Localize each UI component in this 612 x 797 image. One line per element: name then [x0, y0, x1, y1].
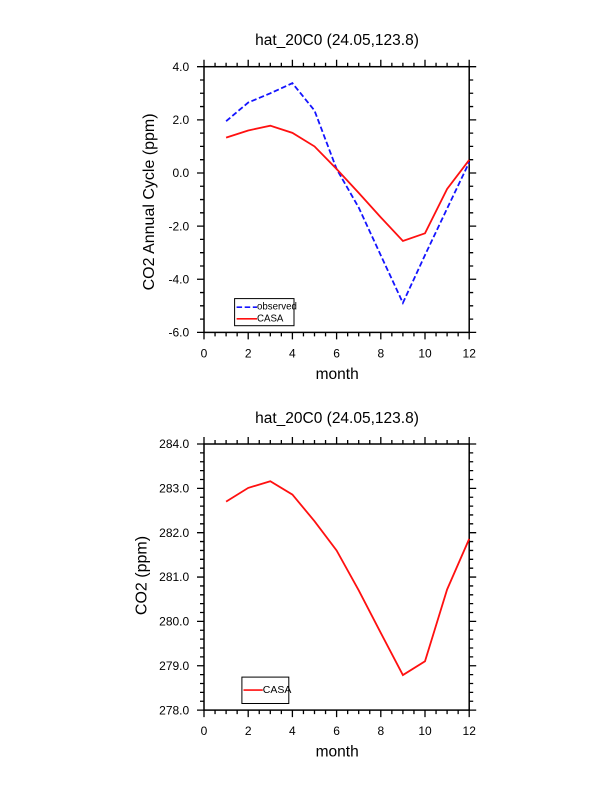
- svg-text:2: 2: [245, 347, 252, 361]
- svg-text:8: 8: [377, 724, 384, 738]
- svg-text:hat_20C0 (24.05,123.8): hat_20C0 (24.05,123.8): [255, 410, 419, 427]
- svg-text:278.0: 278.0: [159, 703, 189, 717]
- svg-text:4: 4: [289, 724, 296, 738]
- svg-text:6: 6: [333, 724, 340, 738]
- svg-text:12: 12: [463, 724, 477, 738]
- svg-text:281.0: 281.0: [159, 570, 189, 584]
- svg-text:4: 4: [289, 347, 296, 361]
- svg-text:CO2 Annual Cycle (ppm): CO2 Annual Cycle (ppm): [141, 113, 158, 290]
- svg-text:12: 12: [463, 347, 477, 361]
- svg-text:280.0: 280.0: [159, 615, 189, 629]
- svg-text:2.0: 2.0: [173, 113, 190, 127]
- svg-text:month: month: [316, 743, 359, 760]
- svg-text:279.0: 279.0: [159, 659, 189, 673]
- svg-text:CASA: CASA: [257, 313, 284, 324]
- svg-text:10: 10: [418, 724, 432, 738]
- svg-text:0: 0: [201, 347, 208, 361]
- svg-text:-4.0: -4.0: [169, 273, 190, 287]
- svg-text:10: 10: [418, 347, 432, 361]
- svg-text:2: 2: [245, 724, 252, 738]
- svg-text:month: month: [316, 366, 359, 383]
- svg-text:0.0: 0.0: [173, 166, 190, 180]
- svg-text:4.0: 4.0: [173, 60, 190, 74]
- svg-text:284.0: 284.0: [159, 437, 189, 451]
- svg-text:282.0: 282.0: [159, 526, 189, 540]
- svg-text:observed: observed: [257, 302, 297, 313]
- svg-text:-2.0: -2.0: [169, 219, 190, 233]
- svg-text:283.0: 283.0: [159, 482, 189, 496]
- svg-text:CO2 (ppm): CO2 (ppm): [134, 536, 151, 615]
- svg-text:-6.0: -6.0: [169, 326, 190, 340]
- svg-text:8: 8: [377, 347, 384, 361]
- svg-text:0: 0: [201, 724, 208, 738]
- svg-text:hat_20C0 (24.05,123.8): hat_20C0 (24.05,123.8): [255, 32, 419, 49]
- svg-text:CASA: CASA: [263, 684, 292, 696]
- svg-text:6: 6: [333, 347, 340, 361]
